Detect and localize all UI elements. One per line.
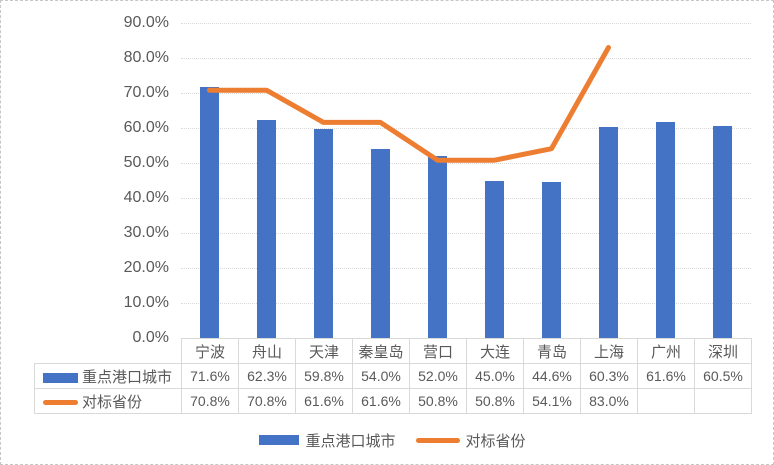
- bar-秦皇岛: [371, 149, 390, 338]
- y-axis-tick-label: 50.0%: [123, 154, 169, 171]
- value-cell: 52.0%: [409, 363, 467, 389]
- bar-天津: [314, 128, 333, 338]
- y-axis-tick-label: 60.0%: [123, 119, 169, 136]
- gridline: [181, 163, 751, 164]
- row-header-label: 对标省份: [82, 393, 143, 411]
- value-cell: 44.6%: [523, 363, 581, 389]
- value-cell: 50.8%: [466, 388, 524, 414]
- bar-青岛: [542, 181, 561, 338]
- bar-舟山: [257, 119, 276, 338]
- row-header-对标省份: 对标省份: [34, 388, 182, 414]
- y-axis-tick-label: 70.0%: [123, 84, 169, 101]
- gridline: [181, 303, 751, 304]
- category-cell-大连: 大连: [466, 338, 524, 364]
- value-cell: [637, 388, 695, 414]
- gridline: [181, 198, 751, 199]
- y-axis-tick-label: 20.0%: [123, 259, 169, 276]
- value-cell: 71.6%: [181, 363, 239, 389]
- category-cell-宁波: 宁波: [181, 338, 239, 364]
- category-cell-秦皇岛: 秦皇岛: [352, 338, 410, 364]
- y-axis-tick-label: 30.0%: [123, 224, 169, 241]
- value-cell: [694, 388, 752, 414]
- value-cell: 54.0%: [352, 363, 410, 389]
- category-cell-营口: 营口: [409, 338, 467, 364]
- category-cell-天津: 天津: [295, 338, 353, 364]
- bar-宁波: [200, 87, 219, 338]
- gridline: [181, 233, 751, 234]
- legend-line-series-label: 对标省份: [465, 432, 526, 450]
- category-cell-青岛: 青岛: [523, 338, 581, 364]
- row-key-line-swatch-icon: [43, 400, 78, 406]
- row-header-label: 重点港口城市: [82, 368, 173, 386]
- bar-大连: [485, 180, 504, 338]
- category-cell-舟山: 舟山: [238, 338, 296, 364]
- value-cell: 54.1%: [523, 388, 581, 414]
- category-cell-深圳: 深圳: [694, 338, 752, 364]
- legend-bar-swatch-icon: [259, 435, 300, 445]
- value-cell: 61.6%: [637, 363, 695, 389]
- gridline: [181, 23, 751, 24]
- gridline: [181, 268, 751, 269]
- value-cell: 60.3%: [580, 363, 638, 389]
- y-axis-tick-label: 40.0%: [123, 189, 169, 206]
- bar-深圳: [713, 126, 732, 338]
- gridline: [181, 93, 751, 94]
- data-table: 宁波 舟山 天津 秦皇岛 营口 大连 青岛 上海 广州 深圳重点港口城市 71.6% 62.3% 59.…: [34, 338, 752, 414]
- legend-item-line-series: 对标省份: [415, 430, 526, 451]
- bar-广州: [656, 122, 675, 338]
- gridline: [181, 128, 751, 129]
- y-axis-tick-label: 10.0%: [123, 294, 169, 311]
- value-cell: 61.6%: [352, 388, 410, 414]
- value-cell: 60.5%: [694, 363, 752, 389]
- value-cell: 70.8%: [181, 388, 239, 414]
- category-cell-广州: 广州: [637, 338, 695, 364]
- category-cell-上海: 上海: [580, 338, 638, 364]
- trend-line: [207, 45, 611, 163]
- table-corner-cell: [35, 339, 182, 364]
- value-cell: 62.3%: [238, 363, 296, 389]
- legend-line-swatch-icon: [415, 437, 460, 443]
- value-cell: 61.6%: [295, 388, 353, 414]
- y-axis-tick-label: 90.0%: [123, 14, 169, 31]
- y-axis-tick-label: 80.0%: [123, 49, 169, 66]
- legend-bar-series-label: 重点港口城市: [305, 432, 396, 450]
- bar-营口: [428, 156, 447, 338]
- value-cell: 70.8%: [238, 388, 296, 414]
- row-header-重点港口城市: 重点港口城市: [34, 363, 182, 389]
- value-cell: 50.8%: [409, 388, 467, 414]
- value-cell: 45.0%: [466, 363, 524, 389]
- gridline: [181, 58, 751, 59]
- y-axis-tick-label: 0.0%: [132, 329, 169, 346]
- legend: 重点港口城市 对标省份: [34, 429, 751, 451]
- value-cell: 59.8%: [295, 363, 353, 389]
- value-cell: 83.0%: [580, 388, 638, 414]
- row-key-bar-swatch-icon: [43, 372, 78, 383]
- legend-item-bar-series: 重点港口城市: [259, 430, 396, 451]
- bar-上海: [599, 126, 618, 338]
